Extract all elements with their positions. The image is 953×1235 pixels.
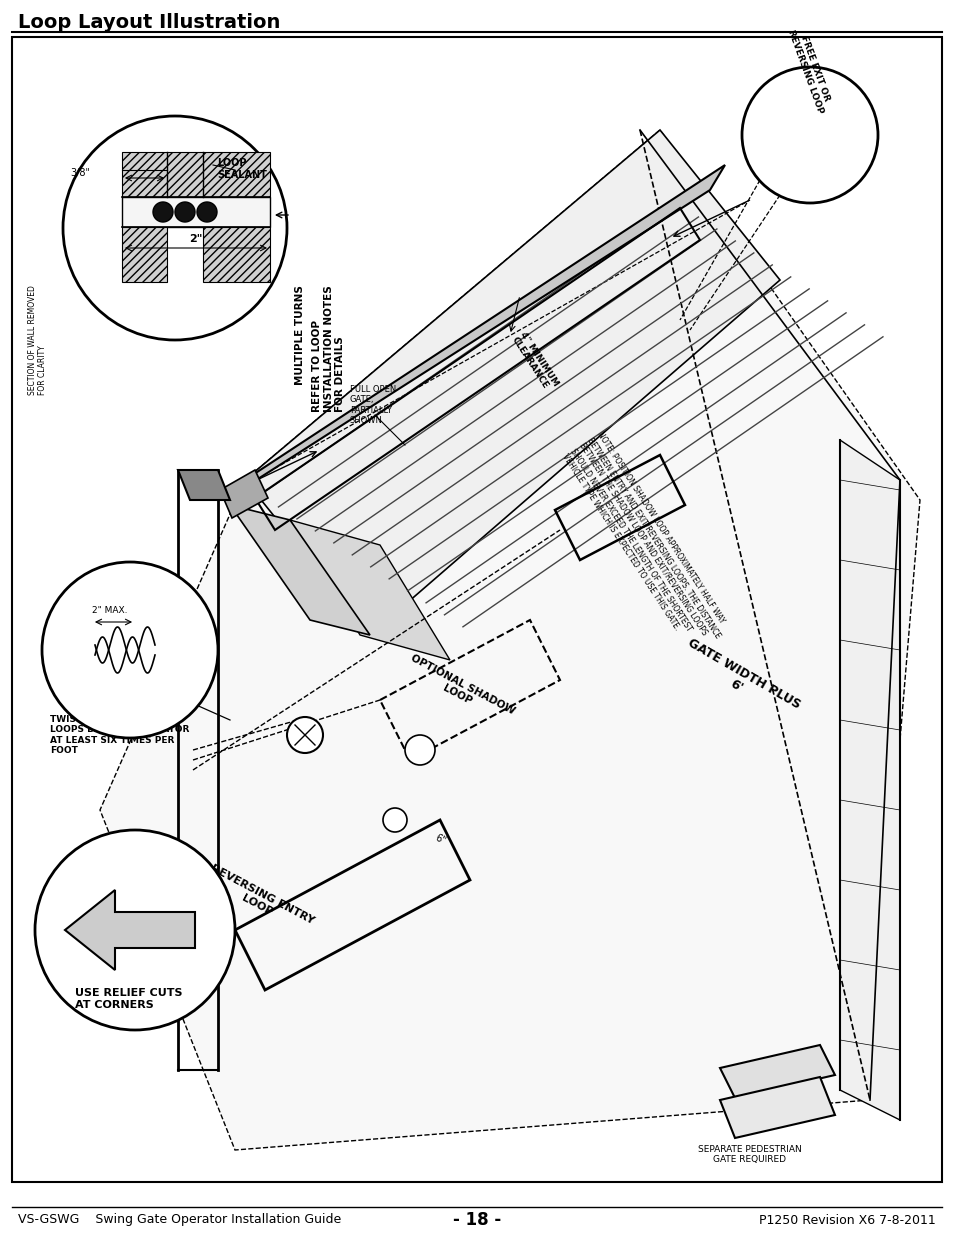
Circle shape (741, 67, 877, 203)
Polygon shape (245, 130, 780, 635)
Circle shape (174, 203, 194, 222)
Polygon shape (840, 440, 899, 1120)
Bar (122, 227, 167, 282)
Polygon shape (178, 471, 230, 500)
Polygon shape (290, 520, 450, 659)
Circle shape (287, 718, 323, 753)
Bar (203, 227, 270, 282)
Circle shape (152, 203, 172, 222)
Text: MULTIPLE TURNS: MULTIPLE TURNS (294, 285, 305, 385)
Polygon shape (148, 620, 210, 680)
Text: GATE WIDTH PLUS
6': GATE WIDTH PLUS 6' (677, 636, 801, 724)
Circle shape (405, 735, 435, 764)
Text: USE RELIEF CUTS
AT CORNERS: USE RELIEF CUTS AT CORNERS (75, 988, 182, 1009)
Text: TWIST WIRE FROM END OF
LOOPS BACK TO OPERATOR
AT LEAST SIX TIMES PER
FOOT: TWIST WIRE FROM END OF LOOPS BACK TO OPE… (50, 715, 190, 755)
Circle shape (196, 203, 216, 222)
Polygon shape (100, 130, 919, 1150)
Circle shape (35, 830, 234, 1030)
Text: VS-GSWG    Swing Gate Operator Installation Guide: VS-GSWG Swing Gate Operator Installation… (18, 1214, 341, 1226)
Text: - 18 -: - 18 - (453, 1212, 500, 1229)
Polygon shape (225, 165, 724, 500)
Polygon shape (720, 1077, 834, 1137)
Text: 2" MAX.: 2" MAX. (92, 606, 128, 615)
Bar (122, 152, 270, 198)
Text: REVERSING ENTRY
LOOP: REVERSING ENTRY LOOP (204, 863, 315, 936)
Text: 6": 6" (433, 834, 446, 847)
Text: 4" MINIMUM
CLEARANCE: 4" MINIMUM CLEARANCE (510, 330, 560, 394)
Text: FULL OPEN
GATE,
PARTIALLY
SHOWN: FULL OPEN GATE, PARTIALLY SHOWN (350, 385, 395, 425)
Text: SEPARATE PEDESTRIAN
GATE REQUIRED: SEPARATE PEDESTRIAN GATE REQUIRED (698, 1145, 801, 1165)
Polygon shape (720, 1045, 834, 1098)
Text: 2": 2" (189, 233, 202, 245)
Text: FREE EXIT OR
REVERSING LOOP: FREE EXIT OR REVERSING LOOP (785, 25, 833, 115)
Polygon shape (230, 505, 370, 635)
Text: OPTIONAL SHADOW
LOOP: OPTIONAL SHADOW LOOP (403, 653, 516, 727)
Text: Loop Layout Illustration: Loop Layout Illustration (18, 12, 280, 32)
Text: NOTE: POSITION SHADOW LOOP APPROXIMATELY HALF WAY
BETWEEN ENTRY AND EXIT/REVERSI: NOTE: POSITION SHADOW LOOP APPROXIMATELY… (559, 430, 731, 657)
Text: 3/8": 3/8" (70, 168, 90, 178)
Text: LOOP
SEALANT: LOOP SEALANT (216, 158, 267, 179)
Text: REFER TO LOOP
INSTALLATION NOTES
FOR DETAILS: REFER TO LOOP INSTALLATION NOTES FOR DET… (312, 285, 345, 411)
Circle shape (42, 562, 218, 739)
Circle shape (382, 808, 407, 832)
Text: P1250 Revision X6 7-8-2011: P1250 Revision X6 7-8-2011 (759, 1214, 935, 1226)
Circle shape (63, 116, 287, 340)
Text: SECTION OF WALL REMOVED
FOR CLARITY: SECTION OF WALL REMOVED FOR CLARITY (28, 285, 48, 395)
Bar (122, 198, 270, 227)
Polygon shape (65, 890, 194, 969)
Polygon shape (220, 471, 268, 517)
